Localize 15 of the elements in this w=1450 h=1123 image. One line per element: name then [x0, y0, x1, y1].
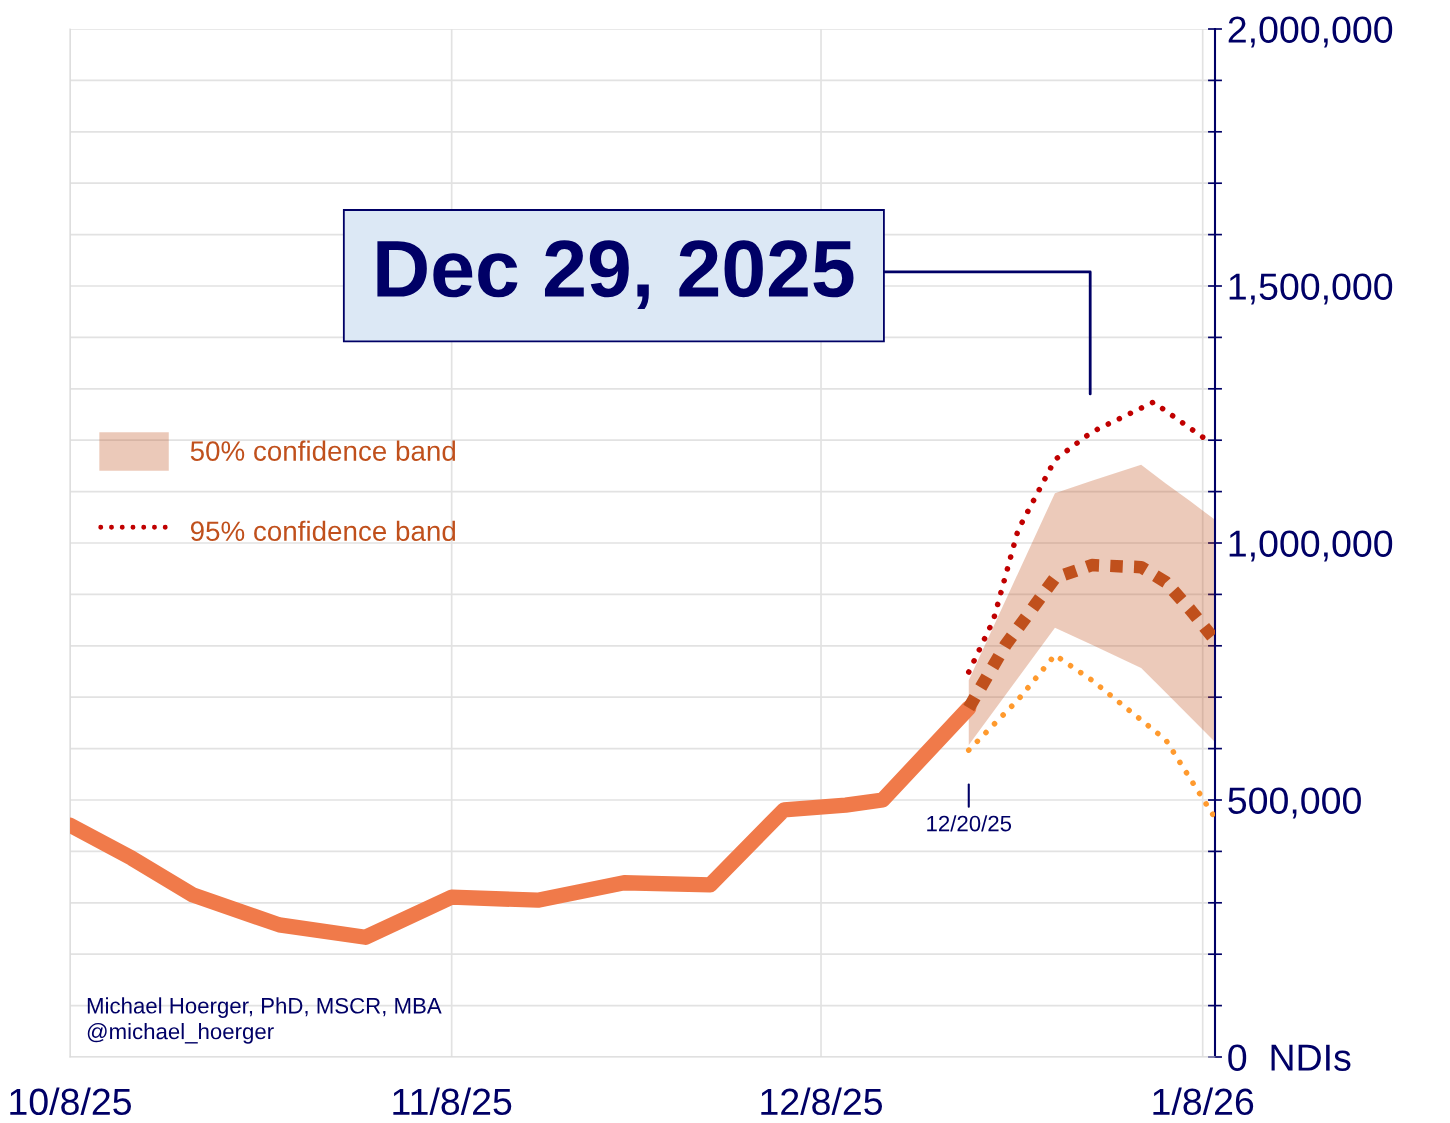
y-tick-label: 1,000,000: [1229, 530, 1393, 562]
annotation: 12/20/25: [927, 815, 1012, 832]
x-tick-label: 11/8/25: [393, 1087, 512, 1116]
x-tick-label: 10/8/25: [10, 1087, 131, 1116]
x-tick-label: 12/8/25: [761, 1087, 883, 1116]
x-tick-label: 1/8/26: [1153, 1087, 1254, 1116]
annotation: Dec 29, 2025: [377, 240, 854, 310]
y-tick-label: 500,000: [1228, 787, 1361, 819]
y-tick-label: 2,000,000: [1228, 16, 1393, 48]
annotation: Michael Hoerger, PhD, MSCR, MBA: [87, 997, 442, 1019]
y-tick-label: 1,500,000: [1229, 273, 1393, 305]
legend-label: 50% confidence band: [190, 440, 456, 461]
annotation: @michael_hoerger: [87, 1023, 274, 1044]
y-tick-label: 0 NDIs: [1228, 1044, 1351, 1071]
legend-label: 95% confidence band: [190, 520, 456, 542]
